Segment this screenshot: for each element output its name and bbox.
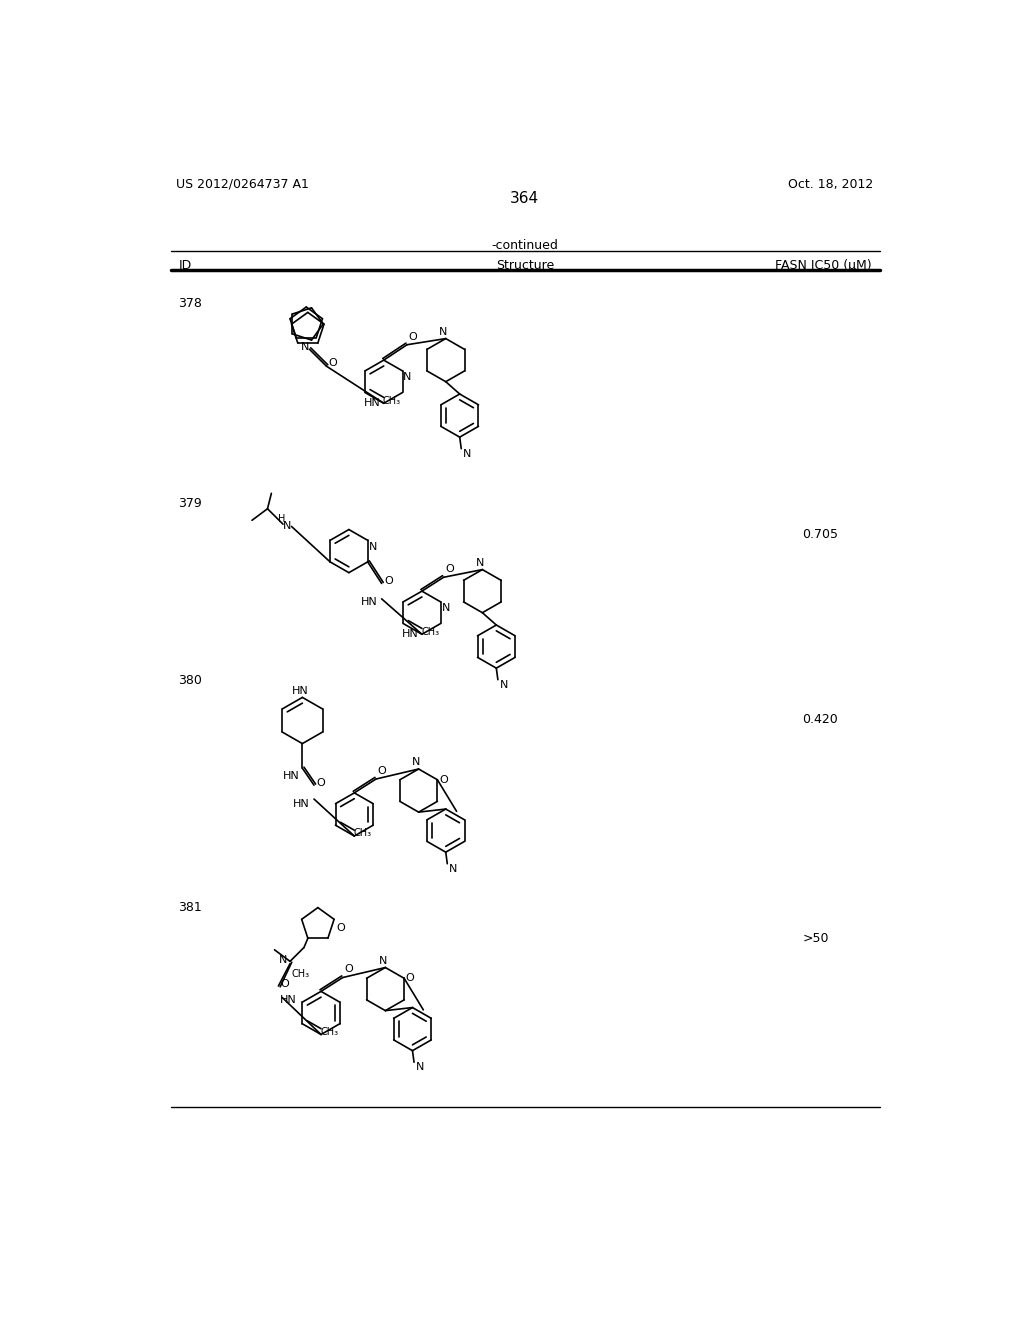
Text: N: N <box>439 327 447 337</box>
Text: 0.420: 0.420 <box>802 713 838 726</box>
Text: N: N <box>280 954 288 965</box>
Text: N: N <box>369 543 377 552</box>
Text: N: N <box>301 342 309 351</box>
Text: HN: HN <box>361 598 378 607</box>
Text: N: N <box>500 680 508 689</box>
Text: N: N <box>412 758 421 767</box>
Text: O: O <box>344 965 353 974</box>
Text: HN: HN <box>292 686 308 696</box>
Text: CH₃: CH₃ <box>321 1027 338 1036</box>
Text: N: N <box>463 449 471 458</box>
Text: HN: HN <box>293 799 310 809</box>
Text: O: O <box>378 766 386 776</box>
Text: N: N <box>403 372 412 383</box>
Text: N: N <box>449 863 458 874</box>
Text: HN: HN <box>283 771 299 780</box>
Text: 380: 380 <box>178 675 203 688</box>
Text: N: N <box>283 521 291 532</box>
Text: CH₃: CH₃ <box>353 829 372 838</box>
Text: 364: 364 <box>510 191 540 206</box>
Text: O: O <box>409 331 418 342</box>
Text: 378: 378 <box>178 297 203 310</box>
Text: 379: 379 <box>178 498 202 511</box>
Text: H: H <box>278 515 286 524</box>
Text: HN: HN <box>402 630 419 639</box>
Text: >50: >50 <box>802 932 828 945</box>
Text: N: N <box>441 603 450 614</box>
Text: O: O <box>337 924 345 933</box>
Text: N: N <box>476 558 484 568</box>
Text: O: O <box>406 973 415 983</box>
Text: O: O <box>316 777 325 788</box>
Text: Oct. 18, 2012: Oct. 18, 2012 <box>788 178 873 190</box>
Text: O: O <box>445 564 454 574</box>
Text: HN: HN <box>364 399 381 408</box>
Text: 0.705: 0.705 <box>802 528 839 541</box>
Text: ID: ID <box>178 259 191 272</box>
Text: CH₃: CH₃ <box>292 969 309 979</box>
Text: -continued: -continued <box>492 239 558 252</box>
Text: O: O <box>329 358 338 368</box>
Text: CH₃: CH₃ <box>383 396 401 405</box>
Text: 381: 381 <box>178 902 202 915</box>
Text: HN: HN <box>280 995 297 1006</box>
Text: CH₃: CH₃ <box>421 627 439 636</box>
Text: N: N <box>379 956 387 966</box>
Text: US 2012/0264737 A1: US 2012/0264737 A1 <box>176 178 309 190</box>
Text: FASN IC50 (μM): FASN IC50 (μM) <box>775 259 872 272</box>
Text: Structure: Structure <box>496 259 554 272</box>
Text: O: O <box>281 978 290 989</box>
Text: O: O <box>384 576 392 586</box>
Text: N: N <box>416 1063 424 1072</box>
Text: O: O <box>439 775 447 785</box>
